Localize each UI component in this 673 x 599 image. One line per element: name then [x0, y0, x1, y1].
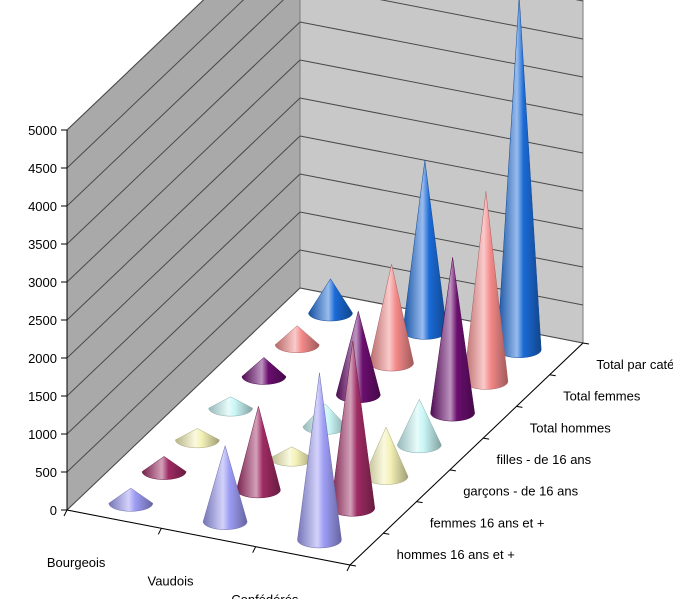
- cones: [108, 0, 542, 549]
- cone-total-hommes-confederes: [430, 257, 475, 422]
- gridline-side: [66, 173, 301, 397]
- y-tick-label: 500: [35, 465, 57, 480]
- x-tick-mark: [252, 546, 257, 553]
- gridline-back: [379, 0, 584, 40]
- cone-filles-de-16-ans-confederes: [397, 398, 442, 454]
- x-tick-mark: [157, 528, 162, 535]
- y-tick-label: 1500: [28, 389, 57, 404]
- cone-hommes-16-ans-et-bourgeois: [108, 487, 154, 512]
- cone-hommes-16-ans-et-vaudois: [202, 444, 248, 530]
- gridline-side: [66, 0, 245, 169]
- x-tick-mark: [63, 509, 68, 517]
- x-axis: Bourgeois Vaudois Confédérés: [47, 509, 351, 599]
- gridline-back: [299, 59, 584, 116]
- cone-total-femmes-bourgeois: [274, 325, 320, 353]
- cone-femmes-16-ans-et-bourgeois: [141, 456, 187, 480]
- x-tick-mark: [346, 564, 351, 572]
- series-tick-mark: [516, 405, 523, 408]
- series-axis-labels: hommes 16 ans et + femmes 16 ans et + garç…: [349, 342, 673, 567]
- series-label: hommes 16 ans et +: [397, 547, 515, 562]
- series-label: Total par catégories: [596, 357, 673, 372]
- x-axis-line: [66, 509, 351, 566]
- series-tick-mark: [549, 374, 556, 377]
- gridline-back: [299, 97, 584, 154]
- series-label: filles - de 16 ans: [497, 452, 592, 467]
- gridline-side: [66, 21, 301, 245]
- y-tick-label: 4500: [28, 161, 57, 176]
- y-tick-label: 3000: [28, 275, 57, 290]
- series-tick-mark: [449, 469, 456, 472]
- y-tick-label: 3500: [28, 237, 57, 252]
- gridline-side: [66, 135, 301, 359]
- category-label: Confédérés: [231, 592, 299, 599]
- gridline-side: [66, 97, 301, 321]
- y-tick-label: 5000: [28, 123, 57, 138]
- series-tick-mark: [582, 342, 590, 345]
- series-axis-line: [349, 342, 584, 566]
- cone-total-hommes-vaudois: [336, 310, 381, 404]
- y-tick-label: 1000: [28, 427, 57, 442]
- cone-hommes-16-ans-et-confederes: [297, 372, 342, 549]
- gridline-back: [299, 21, 584, 78]
- y-tick-label: 2000: [28, 351, 57, 366]
- gridline-side: [66, 211, 301, 435]
- series-label: Total femmes: [563, 389, 641, 404]
- gridline-side: [66, 249, 301, 473]
- gridline-side: [66, 59, 301, 283]
- category-label: Bourgeois: [47, 555, 106, 570]
- category-label: Vaudois: [147, 574, 194, 589]
- y-tick-label: 2500: [28, 313, 57, 328]
- series-tick-mark: [416, 501, 423, 504]
- gridline-side: [66, 0, 205, 131]
- gridline-side: [66, 0, 284, 207]
- cone-total-par-categories-bourgeois: [308, 278, 353, 322]
- cone-garcons-de-16-ans-bourgeois: [175, 428, 220, 449]
- gridline-side: [66, 287, 301, 511]
- gridline-back: [299, 135, 584, 192]
- series-label: Total hommes: [530, 420, 611, 435]
- gridline-back: [299, 211, 584, 268]
- series-tick-mark: [349, 564, 357, 567]
- gridline-back: [299, 173, 584, 230]
- y-axis: 0 500 1000 1500 2000 2500 3000 3500 4000 4500 5000: [28, 123, 68, 518]
- series-tick-mark: [383, 532, 390, 535]
- y-tick-label: 0: [50, 503, 57, 518]
- series-tick-mark: [483, 437, 490, 440]
- y-tick-label: 4000: [28, 199, 57, 214]
- series-label: femmes 16 ans et +: [430, 515, 545, 530]
- series-label: garçons - de 16 ans: [463, 484, 578, 499]
- cone-total-hommes-bourgeois: [241, 357, 287, 385]
- cone-filles-de-16-ans-bourgeois: [208, 396, 253, 417]
